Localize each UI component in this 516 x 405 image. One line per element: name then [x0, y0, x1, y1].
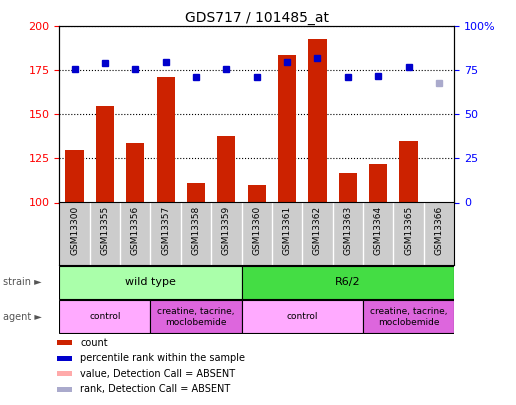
- Bar: [248, 185, 266, 202]
- Text: GSM13363: GSM13363: [343, 206, 352, 255]
- Bar: [241, 301, 363, 333]
- Bar: [241, 266, 454, 299]
- Text: GSM13366: GSM13366: [434, 206, 443, 255]
- Text: GSM13356: GSM13356: [131, 206, 140, 255]
- Bar: [369, 164, 388, 202]
- Text: GSM13360: GSM13360: [252, 206, 261, 255]
- Text: GSM13355: GSM13355: [101, 206, 109, 255]
- Bar: [217, 136, 235, 202]
- Text: creatine, tacrine,
moclobemide: creatine, tacrine, moclobemide: [370, 307, 447, 326]
- Text: count: count: [80, 338, 108, 347]
- Bar: [278, 55, 296, 202]
- Text: rank, Detection Call = ABSENT: rank, Detection Call = ABSENT: [80, 384, 231, 394]
- Bar: [57, 371, 72, 376]
- Text: R6/2: R6/2: [335, 277, 361, 288]
- Text: GSM13357: GSM13357: [161, 206, 170, 255]
- Text: GSM13300: GSM13300: [70, 206, 79, 255]
- Text: GSM13358: GSM13358: [191, 206, 201, 255]
- Bar: [151, 301, 241, 333]
- Text: creatine, tacrine,
moclobemide: creatine, tacrine, moclobemide: [157, 307, 235, 326]
- Text: percentile rank within the sample: percentile rank within the sample: [80, 353, 245, 363]
- Text: control: control: [286, 312, 318, 322]
- Bar: [338, 173, 357, 202]
- Bar: [59, 266, 241, 299]
- Bar: [126, 143, 144, 202]
- Bar: [156, 77, 175, 202]
- Bar: [66, 149, 84, 202]
- Bar: [57, 387, 72, 392]
- Text: GSM13361: GSM13361: [283, 206, 292, 255]
- Text: GSM13365: GSM13365: [404, 206, 413, 255]
- Text: agent ►: agent ►: [3, 312, 41, 322]
- Bar: [399, 141, 417, 202]
- Bar: [309, 38, 327, 202]
- Bar: [59, 301, 151, 333]
- Bar: [187, 183, 205, 202]
- Text: strain ►: strain ►: [3, 277, 41, 288]
- Title: GDS717 / 101485_at: GDS717 / 101485_at: [185, 11, 329, 25]
- Bar: [96, 106, 114, 202]
- Bar: [363, 301, 454, 333]
- Text: GSM13359: GSM13359: [222, 206, 231, 255]
- Bar: [57, 356, 72, 361]
- Text: GSM13362: GSM13362: [313, 206, 322, 255]
- Text: control: control: [89, 312, 121, 322]
- Text: value, Detection Call = ABSENT: value, Detection Call = ABSENT: [80, 369, 235, 379]
- Text: GSM13364: GSM13364: [374, 206, 383, 255]
- Text: wild type: wild type: [125, 277, 176, 288]
- Bar: [57, 340, 72, 345]
